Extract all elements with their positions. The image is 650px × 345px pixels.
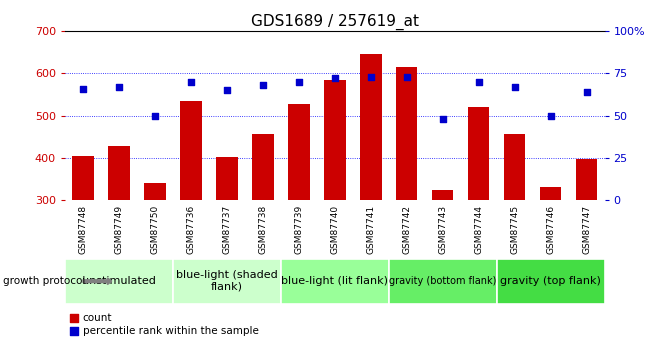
Legend: count, percentile rank within the sample: count, percentile rank within the sample <box>70 313 259 336</box>
FancyArrow shape <box>83 278 112 285</box>
Bar <box>65 259 173 304</box>
Text: GSM87747: GSM87747 <box>582 205 591 254</box>
Point <box>294 79 304 85</box>
Bar <box>288 104 309 200</box>
Point <box>186 79 196 85</box>
Bar <box>497 259 604 304</box>
Point <box>437 116 448 122</box>
Text: GSM87745: GSM87745 <box>510 205 519 254</box>
Bar <box>396 67 417 200</box>
Bar <box>108 146 130 200</box>
Bar <box>540 187 562 200</box>
Point <box>330 76 340 81</box>
Text: unstimulated: unstimulated <box>82 276 156 286</box>
Text: GSM87736: GSM87736 <box>187 205 196 254</box>
Bar <box>180 101 202 200</box>
Point <box>473 79 484 85</box>
Point <box>222 87 232 93</box>
Text: GSM87744: GSM87744 <box>474 205 483 254</box>
Point <box>581 89 592 95</box>
Text: GSM87740: GSM87740 <box>330 205 339 254</box>
Text: GSM87742: GSM87742 <box>402 205 411 254</box>
Bar <box>468 107 489 200</box>
Bar <box>144 183 166 200</box>
Text: GSM87746: GSM87746 <box>546 205 555 254</box>
Text: growth protocol: growth protocol <box>3 276 86 286</box>
Text: GSM87738: GSM87738 <box>258 205 267 254</box>
Bar <box>72 156 94 200</box>
Text: GSM87750: GSM87750 <box>150 205 159 254</box>
Bar <box>432 190 454 200</box>
Text: GSM87739: GSM87739 <box>294 205 304 254</box>
Text: blue-light (lit flank): blue-light (lit flank) <box>281 276 388 286</box>
Point <box>114 84 124 90</box>
Text: gravity (bottom flank): gravity (bottom flank) <box>389 276 497 286</box>
Bar <box>281 259 389 304</box>
Bar <box>252 134 274 200</box>
Point <box>257 82 268 88</box>
Bar <box>389 259 497 304</box>
Bar <box>504 134 525 200</box>
Point <box>402 74 412 79</box>
Point <box>150 113 160 118</box>
Title: GDS1689 / 257619_at: GDS1689 / 257619_at <box>251 13 419 30</box>
Bar <box>576 159 597 200</box>
Point <box>78 86 88 91</box>
Bar <box>324 80 346 200</box>
Text: blue-light (shaded
flank): blue-light (shaded flank) <box>176 270 278 292</box>
Text: GSM87743: GSM87743 <box>438 205 447 254</box>
Text: GSM87741: GSM87741 <box>366 205 375 254</box>
Text: gravity (top flank): gravity (top flank) <box>500 276 601 286</box>
Text: GSM87748: GSM87748 <box>79 205 88 254</box>
Bar <box>216 157 238 200</box>
Point <box>510 84 520 90</box>
Text: GSM87737: GSM87737 <box>222 205 231 254</box>
Bar <box>173 259 281 304</box>
Point <box>365 74 376 79</box>
Bar <box>360 54 382 200</box>
Text: GSM87749: GSM87749 <box>114 205 124 254</box>
Point <box>545 113 556 118</box>
